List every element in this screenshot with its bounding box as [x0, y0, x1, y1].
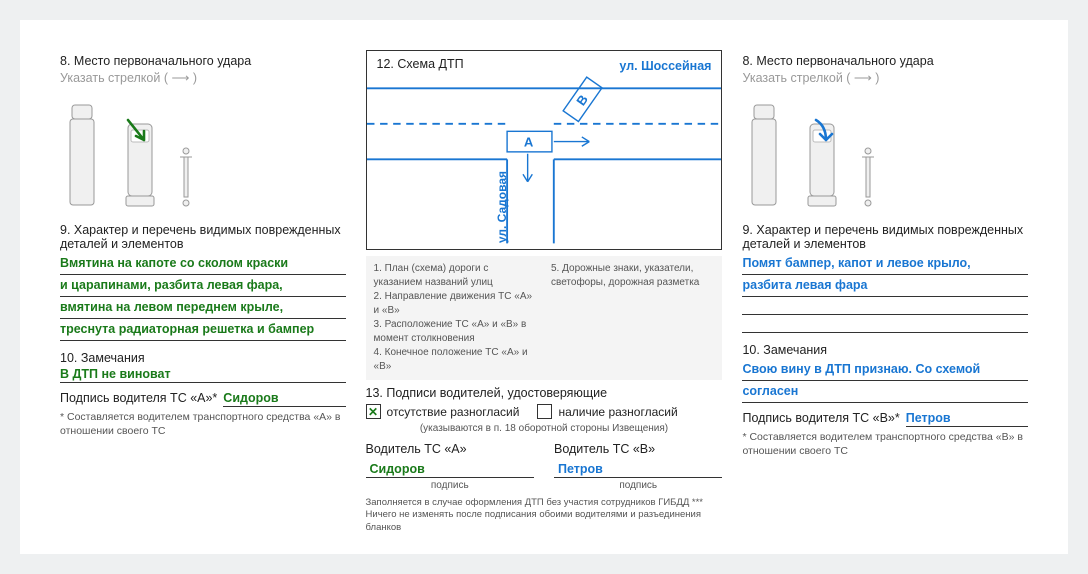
driver-sig-columns: Водитель ТС «А» Сидоров подпись Водитель…	[366, 442, 723, 491]
remark-b: Свою вину в ДТП признаю. Со схемой согла…	[742, 359, 1028, 403]
checkbox-no-dispute[interactable]: ✕	[366, 404, 381, 419]
signature-row-b: Подпись водителя ТС «В»* Петров	[742, 411, 1028, 427]
damage-text-b: Помят бампер, капот и левое крыло, разби…	[742, 253, 1028, 297]
impact-arrow-a	[124, 118, 150, 146]
street-2: ул. Садовая	[495, 171, 509, 243]
s8-hint-b: Указать стрелкой ( ⟶ )	[742, 70, 1028, 85]
column-a: 8. Место первоначального удара Указать с…	[60, 50, 346, 534]
form-page: 8. Место первоначального удара Указать с…	[20, 20, 1068, 554]
svg-text:А: А	[523, 134, 533, 149]
s10-title-a: 10. Замечания	[60, 351, 346, 365]
sig-value-a: Сидоров	[223, 391, 345, 407]
blank-lines-b	[742, 297, 1028, 333]
s9-title-a: 9. Характер и перечень видимых поврежден…	[60, 223, 346, 251]
street-1: ул. Шоссейная	[619, 59, 711, 73]
scheme-legend: 1. План (схема) дороги с указанием назва…	[366, 256, 723, 380]
truck-icon	[742, 103, 786, 213]
vehicle-silhouettes-a	[60, 93, 346, 213]
s8-title-b: 8. Место первоначального удара	[742, 54, 1028, 68]
car-icon-wrapper	[802, 120, 842, 213]
checkbox-dispute[interactable]	[537, 404, 552, 419]
motorcycle-icon	[176, 143, 196, 213]
s8-hint-a: Указать стрелкой ( ⟶ )	[60, 70, 346, 85]
impact-arrow-b	[810, 118, 836, 146]
driver-a-sig-col: Водитель ТС «А» Сидоров подпись	[366, 442, 534, 491]
sig-label-b: Подпись водителя ТС «В»*	[742, 411, 899, 425]
driver-a-signature: Сидоров	[366, 462, 534, 478]
sig-label-a: Подпись водителя ТС «А»*	[60, 391, 217, 405]
sig-value-b: Петров	[906, 411, 1028, 427]
s8-title-a: 8. Место первоначального удара	[60, 54, 346, 68]
column-b: 8. Место первоначального удара Указать с…	[742, 50, 1028, 534]
footnote-a: * Составляется водителем транспортного с…	[60, 411, 346, 438]
driver-b-sig-col: Водитель ТС «В» Петров подпись	[554, 442, 722, 491]
scheme-svg: А В	[367, 51, 722, 249]
scheme-box: 12. Схема ДТП ул. Шоссейная ул. Садовая …	[366, 50, 723, 250]
driver-b-signature: Петров	[554, 462, 722, 478]
s10-title-b: 10. Замечания	[742, 343, 1028, 357]
checkbox-row: ✕ отсутствие разногласий наличие разногл…	[366, 404, 723, 419]
s12-title: 12. Схема ДТП	[377, 57, 464, 71]
car-icon-wrapper	[120, 120, 160, 213]
motorcycle-icon	[858, 143, 878, 213]
legend-right: 5. Дорожные знаки, указатели, светофоры,…	[551, 262, 714, 374]
legend-left: 1. План (схема) дороги с указанием назва…	[374, 262, 537, 374]
s13-title: 13. Подписи водителей, удостоверяющие	[366, 386, 723, 400]
truck-icon	[60, 103, 104, 213]
cb-hint: (указываются в п. 18 оборотной стороны И…	[366, 423, 723, 434]
column-mid: 12. Схема ДТП ул. Шоссейная ул. Садовая …	[366, 50, 723, 534]
vehicle-silhouettes-b	[742, 93, 1028, 213]
signature-row-a: Подпись водителя ТС «А»* Сидоров	[60, 391, 346, 407]
svg-text:В: В	[573, 92, 591, 108]
footnote-b: * Составляется водителем транспортного с…	[742, 431, 1028, 458]
damage-text-a: Вмятина на капоте со сколом краски и цар…	[60, 253, 346, 341]
remark-a: В ДТП не виноват	[60, 367, 346, 383]
s9-title-b: 9. Характер и перечень видимых поврежден…	[742, 223, 1028, 251]
